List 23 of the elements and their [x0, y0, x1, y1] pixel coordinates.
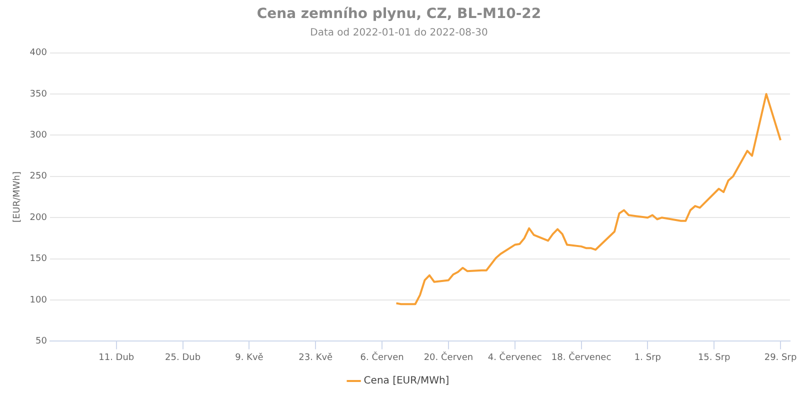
y-tick-label: 50 [36, 336, 48, 347]
x-tick-label: 4. Červenec [488, 350, 542, 363]
legend-label: Cena [EUR/MWh] [364, 376, 450, 387]
x-tick-label: 20. Červen [424, 350, 474, 363]
x-tick-label: 15. Srp [698, 352, 731, 363]
x-tick-label: 29. Srp [764, 352, 797, 363]
x-tick-label: 9. Kvě [235, 352, 264, 363]
y-tick-label: 400 [30, 48, 48, 58]
chart-title: Cena zemního plynu, CZ, BL-M10-22 [256, 6, 542, 22]
y-axis-title: [EUR/MWh] [12, 172, 23, 222]
y-tick-label: 100 [30, 295, 48, 306]
y-tick-label: 250 [30, 172, 48, 182]
x-tick-label: 18. Červenec [551, 350, 612, 363]
y-tick-label: 300 [30, 130, 48, 141]
y-tick-label: 200 [30, 212, 48, 223]
chart-subtitle: Data od 2022-01-01 do 2022-08-30 [310, 27, 488, 38]
x-tick-label: 25. Dub [165, 352, 201, 363]
y-tick-label: 150 [30, 254, 48, 264]
x-tick-label: 1. Srp [634, 352, 662, 363]
x-tick-label: 6. Červen [360, 350, 404, 363]
x-tick-label: 11. Dub [98, 352, 134, 363]
x-tick-label: 23. Kvě [298, 352, 334, 363]
y-tick-label: 350 [30, 89, 48, 100]
